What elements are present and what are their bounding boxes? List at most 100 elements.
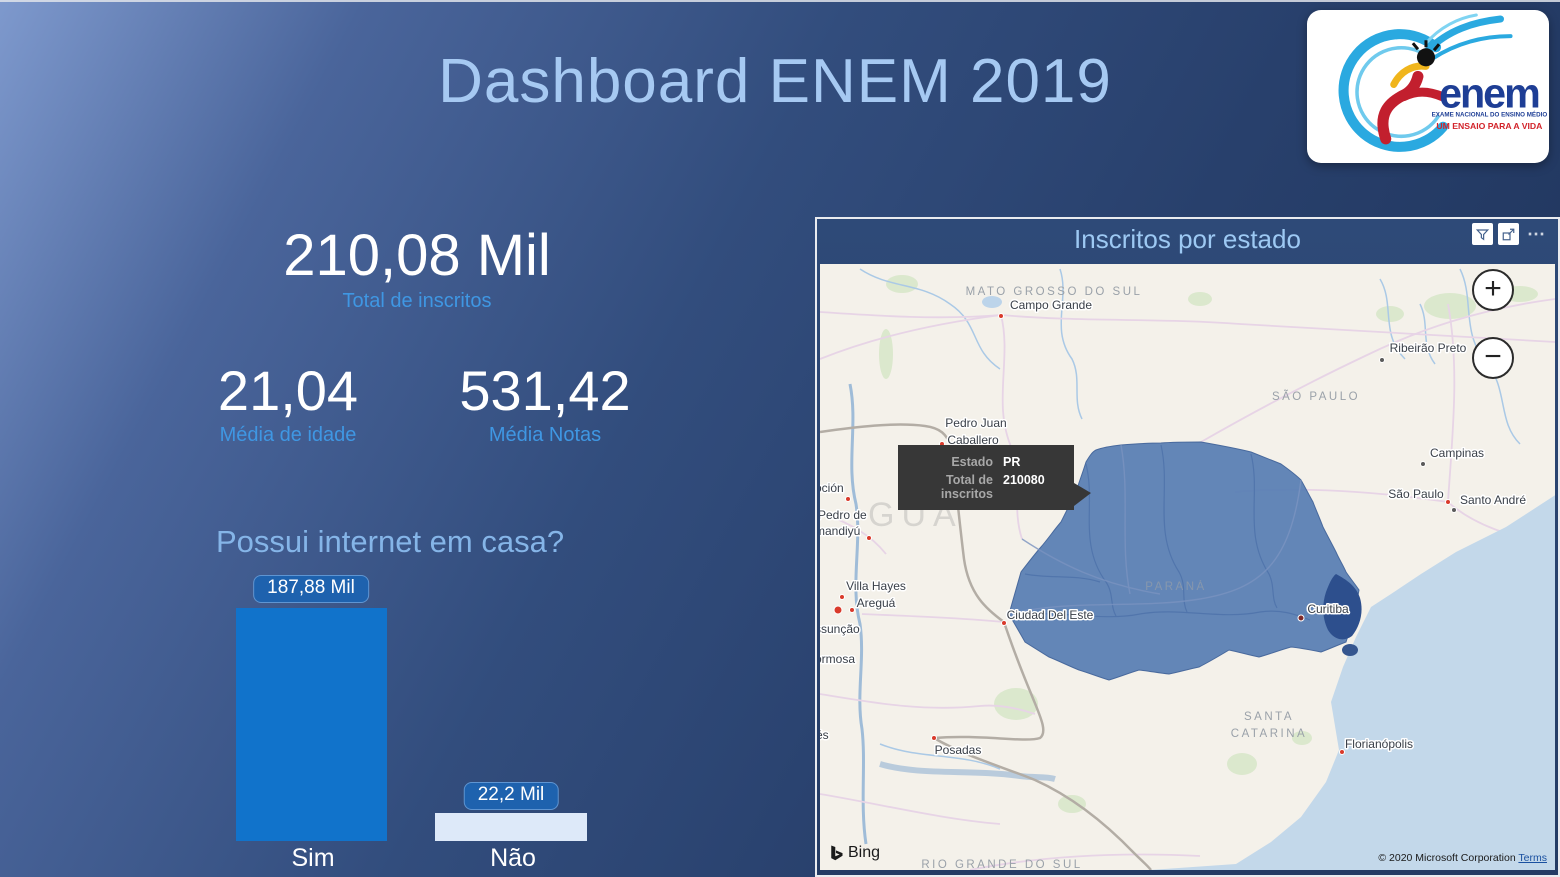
- bing-attribution[interactable]: Bing: [828, 844, 880, 862]
- kpi-notas-label: Média Notas: [488, 423, 602, 446]
- label-ciudad-del-este: Ciudad Del Este: [1007, 608, 1094, 622]
- label-campinas: Campinas: [1430, 446, 1484, 460]
- terms-link[interactable]: Terms: [1518, 852, 1547, 864]
- label-pedro-juan: Pedro Juan: [945, 416, 1006, 430]
- logo-inner-arc: [1355, 46, 1440, 139]
- logo-figure-arm: [1399, 87, 1447, 102]
- kpi-idade-value: 21,04: [217, 359, 359, 422]
- dot-mandiyu: [866, 535, 872, 541]
- basemap-graphic: MATO GROSSO DO SUL SÃO PAULO PARANÁ SANT…: [820, 264, 1555, 870]
- map-zoom-in-button[interactable]: +: [1472, 269, 1514, 311]
- map-zoom-out-button[interactable]: −: [1472, 337, 1514, 379]
- map-visual-title: Inscritos por estado: [1074, 224, 1301, 254]
- bar-label-nao: 22,2 Mil: [463, 782, 559, 810]
- internet-chart-title: Possui internet em casa?: [216, 524, 565, 559]
- screen-top-edge: [0, 0, 1560, 2]
- label-posadas: Posadas: [935, 743, 982, 757]
- bar-category-sim: Sim: [291, 844, 335, 872]
- map-tooltip-arrow: [1074, 483, 1091, 506]
- dot-sao-paulo: [1445, 499, 1451, 505]
- paranagua-bay: [1323, 574, 1362, 640]
- tooltip-total-value: 210080: [1003, 472, 1045, 487]
- label-concepcion-partial: oción: [820, 481, 844, 495]
- dot-concepcion: [845, 496, 851, 502]
- label-santa: SANTA: [1244, 711, 1294, 723]
- label-villa-hayes: Villa Hayes: [846, 579, 906, 593]
- bay-detail: [1342, 644, 1358, 656]
- bar-label-sim: 187,88 Mil: [253, 575, 369, 603]
- label-santo-andre: Santo André: [1460, 493, 1526, 507]
- kpi-total-value: 210,08 Mil: [283, 223, 551, 288]
- label-mato-grosso-do-sul: MATO GROSSO DO SUL: [966, 286, 1143, 298]
- dot-villa-hayes: [839, 594, 845, 600]
- label-ribeirao-preto: Ribeirão Preto: [1390, 341, 1467, 355]
- label-aregua: Areguá: [857, 596, 896, 610]
- label-florianopolis: Florianópolis: [1345, 737, 1413, 751]
- map-lake: [982, 296, 1002, 308]
- kpi-notas-value: 531,42: [459, 359, 631, 422]
- map-visual-panel: Inscritos por estado ⋯: [815, 217, 1560, 877]
- dot-curitiba: [1297, 614, 1305, 622]
- dot-aregua: [849, 607, 855, 613]
- kpi-total-inscritos: 210,08 Mil Total de inscritos: [167, 223, 667, 313]
- dot-posadas: [931, 735, 937, 741]
- label-mandiyu: mandiyú: [820, 524, 860, 538]
- bing-icon: [831, 845, 843, 860]
- page-title: Dashboard ENEM 2019: [438, 47, 1112, 116]
- label-campo-grande: Campo Grande: [1010, 298, 1092, 312]
- label-pedro-de: Pedro de: [820, 508, 867, 522]
- dot-ciudad-del-este: [1001, 620, 1007, 626]
- logo-line2: UM ENSAIO PARA A VIDA: [1436, 121, 1543, 131]
- logo-figure-body: [1377, 70, 1424, 145]
- map-tooltip: Estado PR Total de inscritos 210080: [898, 445, 1074, 510]
- label-sao-paulo-state: SÃO PAULO: [1272, 390, 1360, 403]
- kpi-media-notas: 531,42 Média Notas: [395, 359, 695, 447]
- logo-figure-accent: [1390, 62, 1430, 89]
- filter-icon[interactable]: [1472, 223, 1493, 245]
- more-options-icon[interactable]: ⋯: [1527, 224, 1546, 244]
- logo-brand-text: enem: [1439, 71, 1539, 117]
- label-caballero: Caballero: [947, 433, 999, 447]
- logo-figure-hair: [1411, 40, 1441, 52]
- kpi-media-idade: 21,04 Média de idade: [138, 359, 438, 447]
- bing-map[interactable]: MATO GROSSO DO SUL SÃO PAULO PARANÁ SANT…: [820, 264, 1555, 870]
- bar-category-nao: Não: [490, 844, 536, 872]
- state-parana-region[interactable]: [1008, 441, 1360, 681]
- dot-campinas: [1420, 461, 1426, 467]
- rio-paraguay: [848, 383, 868, 845]
- label-catarina: CATARINA: [1231, 728, 1307, 740]
- kpi-total-label: Total de inscritos: [342, 289, 492, 312]
- label-sao-paulo-city: São Paulo: [1388, 487, 1444, 501]
- label-rio-grande-do-sul: RIO GRANDE DO SUL: [921, 859, 1082, 870]
- kpi-idade-label: Média de idade: [219, 423, 357, 446]
- label-asuncion-partial: ssunção: [820, 622, 860, 636]
- dot-asuncion: [833, 605, 843, 615]
- logo-spray-3: [1424, 13, 1478, 45]
- logo-spray-2: [1431, 34, 1513, 61]
- tooltip-estado-label: Estado: [951, 454, 993, 469]
- logo-line1: EXAME NACIONAL DO ENSINO MÉDIO: [1432, 111, 1548, 119]
- visual-header-icons: ⋯: [1472, 223, 1546, 245]
- tooltip-estado-value: PR: [1003, 454, 1021, 469]
- enem-logo: enem EXAME NACIONAL DO ENSINO MÉDIO UM E…: [1307, 10, 1549, 163]
- parana-roads: [1008, 444, 1302, 615]
- map-copyright: © 2020 Microsoft Corporation Terms: [1378, 852, 1547, 864]
- logo-figure-head: [1416, 48, 1436, 67]
- bar-nao[interactable]: [435, 813, 587, 841]
- bing-wordmark: Bing: [848, 844, 881, 861]
- map-ocean: [1150, 495, 1555, 870]
- logo-spray-1: [1424, 15, 1504, 54]
- label-es-partial: és: [820, 728, 829, 742]
- enem-logo-graphic: enem EXAME NACIONAL DO ENSINO MÉDIO UM E…: [1338, 13, 1548, 152]
- tooltip-total-label: Total de inscritos: [940, 472, 993, 501]
- rio-parana-posadas: [879, 761, 1056, 782]
- label-curitiba: Curitiba: [1307, 602, 1349, 616]
- dot-campo-grande: [998, 313, 1004, 319]
- label-parana-state: PARANÁ: [1145, 580, 1206, 593]
- focus-mode-icon[interactable]: [1498, 223, 1519, 245]
- bar-sim[interactable]: [236, 608, 387, 841]
- dot-ribeirao-preto: [1379, 357, 1385, 363]
- logo-circle-swoosh: [1338, 29, 1449, 152]
- dot-santo-andre: [1451, 507, 1457, 513]
